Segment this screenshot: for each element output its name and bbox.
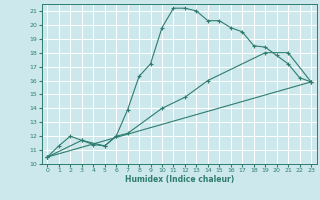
X-axis label: Humidex (Indice chaleur): Humidex (Indice chaleur) [124, 175, 234, 184]
